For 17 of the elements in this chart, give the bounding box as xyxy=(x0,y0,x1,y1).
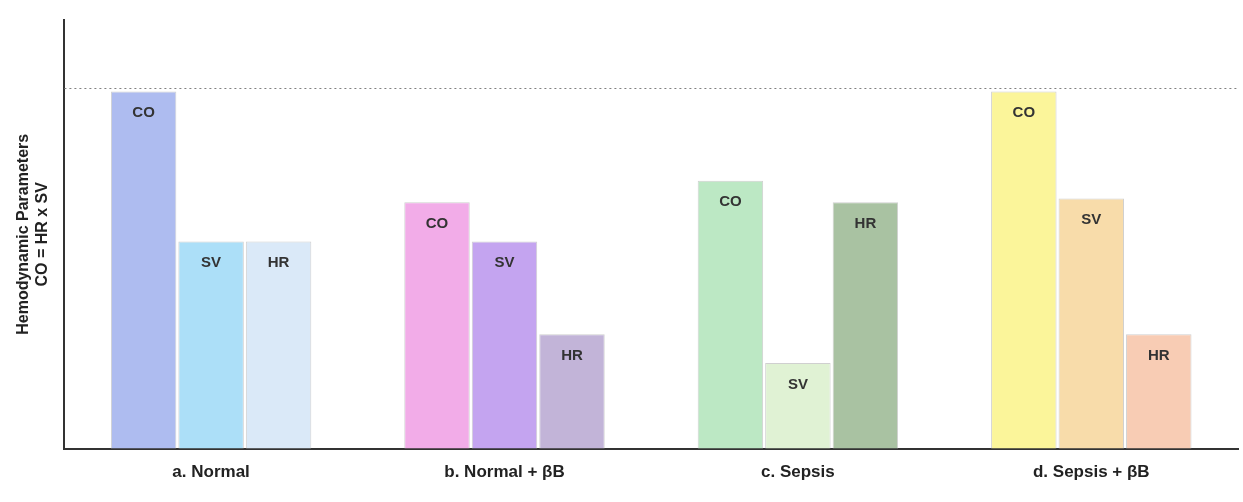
text: HR xyxy=(854,213,877,231)
text: HR xyxy=(1147,345,1170,363)
text: SV xyxy=(494,253,515,271)
series-label: HR xyxy=(561,345,583,363)
text: CO xyxy=(425,213,449,231)
x-tick-label: a. Normal xyxy=(172,462,250,482)
y-axis-title: Hemodynamic Parameters CO = HR x SV xyxy=(14,133,51,335)
x-tick-label: b. Normal + βB xyxy=(444,462,565,482)
text: CO xyxy=(719,192,742,210)
series-label: SV xyxy=(787,374,808,392)
text: HR xyxy=(267,253,290,271)
text: CO xyxy=(1012,103,1036,121)
text: SV xyxy=(201,253,222,271)
x-tick-label: c. Sepsis xyxy=(761,462,835,482)
x-tick-label: d. Sepsis + βB xyxy=(1032,462,1150,482)
series-label: CO xyxy=(132,103,156,121)
text: SV xyxy=(1081,210,1102,228)
